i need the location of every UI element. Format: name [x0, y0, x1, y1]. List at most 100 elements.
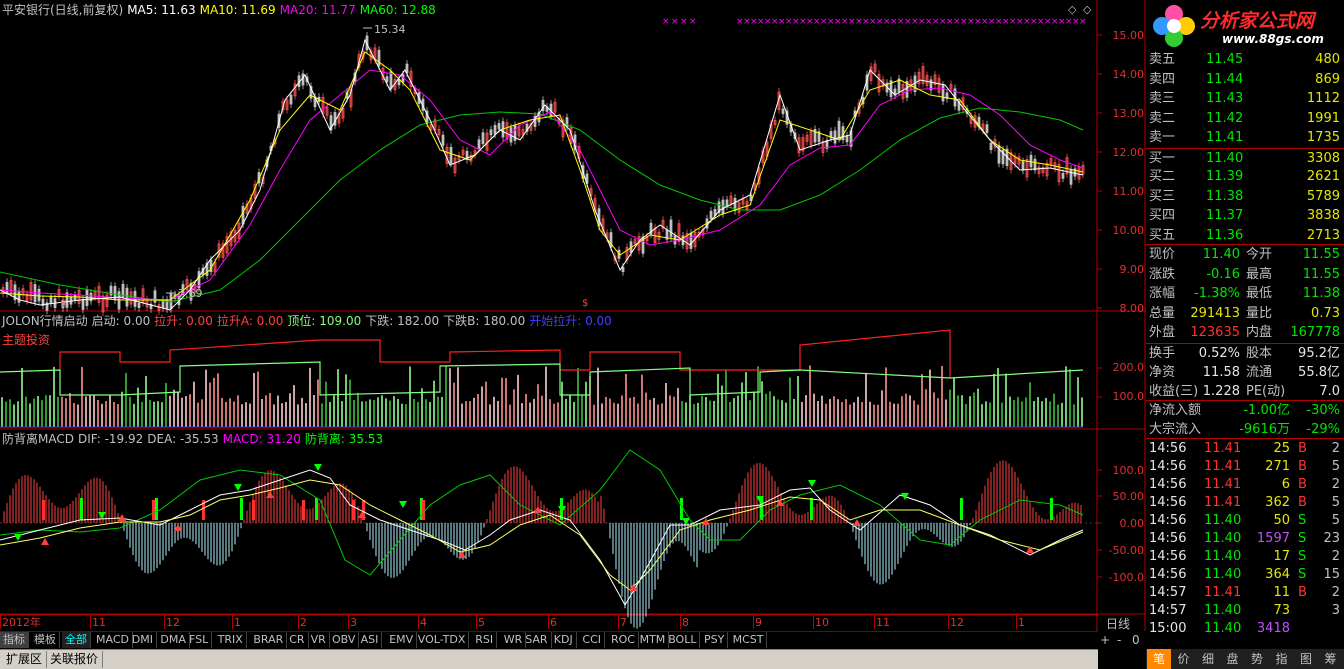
tab-模板[interactable]: 模板 [31, 632, 60, 648]
ind1-axis-100: 100.0 [1112, 390, 1145, 403]
right-tab-5[interactable]: 指 [1275, 652, 1288, 666]
order-book-label: 买三 [1149, 188, 1176, 204]
tab-psy[interactable]: PSY [701, 632, 729, 648]
tab-dma[interactable]: DMA [157, 632, 190, 648]
right-tab-7[interactable]: 筹 [1324, 652, 1337, 666]
signal-mark: × [771, 17, 779, 27]
price-axis-label: 9.00 [1119, 263, 1145, 276]
zoom-reset-button[interactable]: 0 [1132, 633, 1140, 647]
order-book-row[interactable]: 卖五 11.45 480 [1146, 50, 1344, 70]
order-book-row[interactable]: 卖二 11.42 1991 [1146, 109, 1344, 129]
macd-value: MACD: 31.20 [222, 432, 301, 446]
tab-指标[interactable]: 指标 [0, 632, 29, 648]
tick-row[interactable]: 14:56 11.41 362 B 5 [1146, 493, 1344, 513]
tab-brar[interactable]: BRAR [250, 632, 288, 648]
date-axis-label: 7 [620, 616, 627, 629]
tab-trix[interactable]: TRIX [215, 632, 247, 648]
tab-vr[interactable]: VR [308, 632, 330, 648]
tab-sar[interactable]: SAR [522, 632, 552, 648]
tick-row[interactable]: 14:56 11.41 271 B 5 [1146, 457, 1344, 477]
tab-wr[interactable]: WR [501, 632, 527, 648]
order-book-row[interactable]: 买二 11.39 2621 [1146, 167, 1344, 187]
dividend-marker[interactable]: $ [60, 298, 66, 309]
chart-canvas[interactable]: 15.34 7.69 $ $ × × × × × × × × × × × × × × × × × × × × × × × × ×… [0, 0, 1146, 631]
tab-dmi[interactable]: DMI [129, 632, 158, 648]
tab-roc[interactable]: ROC [608, 632, 639, 648]
logo[interactable]: 分析家公式网 www.88gs.com [1146, 0, 1344, 52]
signal-mark: × [671, 17, 679, 27]
tab-全部[interactable]: 全部 [62, 632, 91, 648]
tick-row[interactable]: 14:56 11.40 1597 S 23 [1146, 529, 1344, 549]
signal-mark: × [890, 17, 898, 27]
date-axis-label: 11 [876, 616, 890, 629]
tab-cci[interactable]: CCI [579, 632, 605, 648]
order-book-row[interactable]: 买一 11.40 3308 [1146, 147, 1344, 168]
right-tab-4[interactable]: 势 [1250, 652, 1263, 666]
right-tab-6[interactable]: 图 [1299, 652, 1312, 666]
tick-time: 14:57 [1149, 585, 1187, 600]
tab-emv[interactable]: EMV [386, 632, 418, 648]
order-book-row[interactable]: 买四 11.37 3838 [1146, 206, 1344, 226]
diamond-marker[interactable]: ◇ [1068, 3, 1077, 16]
tab-mcst[interactable]: MCST [730, 632, 768, 648]
tick-row[interactable]: 14:57 11.41 11 B 2 [1146, 583, 1344, 603]
tick-price: 11.41 [1204, 585, 1242, 600]
tab-asi[interactable]: ASI [358, 632, 383, 648]
bottom-bar: 扩展区 关联报价 [0, 649, 1098, 669]
signal-arrow-icon [458, 551, 466, 558]
dividend-marker[interactable]: $ [582, 298, 588, 309]
macd-axis-label: 0.00 [1119, 517, 1145, 530]
order-book-row[interactable]: 买五 11.36 2713 [1146, 226, 1344, 246]
signal-arrow-icon [629, 584, 637, 591]
ind1-value: 拉升: 0.00 [154, 314, 213, 328]
ind2-header: 防背离MACD DIF: -19.92 DEA: -35.53 MACD: 31.20… [2, 431, 387, 447]
price-header: 平安银行(日线,前复权) MA5: 11.63 MA10: 11.69 MA20: 1… [2, 2, 440, 18]
tick-row[interactable]: 14:56 11.40 17 S 2 [1146, 547, 1344, 567]
signal-bar [80, 498, 83, 520]
price-axis-label: 10.00 [1112, 224, 1145, 237]
tick-row[interactable]: 14:57 11.40 73 3 [1146, 601, 1344, 621]
zoom-in-button[interactable]: + [1100, 633, 1111, 647]
order-book-price: 11.41 [1206, 130, 1244, 145]
right-tab-1[interactable]: 价 [1177, 652, 1190, 666]
right-tab-3[interactable]: 盘 [1226, 652, 1239, 666]
signal-mark: × [911, 17, 919, 27]
tab-obv[interactable]: OBV [329, 632, 360, 648]
tab-kdj[interactable]: KDJ [551, 632, 577, 648]
order-book-row[interactable]: 卖四 11.44 869 [1146, 70, 1344, 90]
quote-label: 涨跌 [1149, 266, 1176, 282]
period-label[interactable]: 日线 [1106, 617, 1131, 631]
quote-value: -0.16 [1206, 266, 1240, 282]
signal-bar [362, 500, 365, 520]
order-book-row[interactable]: 买三 11.38 5789 [1146, 187, 1344, 207]
tick-row[interactable]: 14:56 11.40 364 S 15 [1146, 565, 1344, 585]
right-tab-0[interactable]: 笔 [1147, 649, 1171, 669]
ind1-title[interactable]: JOLON行情启动 [2, 314, 88, 328]
right-tab-2[interactable]: 细 [1201, 652, 1214, 666]
tab-macd[interactable]: MACD [93, 632, 133, 648]
tab-fsl[interactable]: FSL [186, 632, 213, 648]
tick-row[interactable]: 14:56 11.41 25 B 2 [1146, 439, 1344, 459]
quote-value: 11.40 [1202, 247, 1240, 262]
signal-mark: × [1016, 17, 1024, 27]
zoom-out-button[interactable]: - [1117, 633, 1122, 647]
signal-mark: × [820, 17, 828, 27]
tick-row[interactable]: 14:56 11.40 50 S 5 [1146, 511, 1344, 531]
tick-price: 11.40 [1204, 513, 1242, 528]
ind2-title[interactable]: 防背离MACD [2, 432, 74, 446]
tab-boll[interactable]: BOLL [665, 632, 701, 648]
related-quote-button[interactable]: 关联报价 [46, 651, 104, 668]
tick-row[interactable]: 15:00 11.40 3418 [1146, 619, 1344, 639]
diamond-marker[interactable]: ◇ [1083, 3, 1092, 16]
tab-cr[interactable]: CR [286, 632, 309, 648]
dea-value: DEA: -35.53 [147, 432, 219, 446]
order-book-row[interactable]: 卖三 11.43 1112 [1146, 89, 1344, 109]
tick-list[interactable]: 14:56 11.41 25 B 2 14:56 11.41 271 B 5 14:… [1146, 438, 1344, 648]
tick-row[interactable]: 14:56 11.41 6 B 2 [1146, 475, 1344, 495]
tab-rsi[interactable]: RSI [472, 632, 498, 648]
expand-area-button[interactable]: 扩展区 [2, 651, 48, 668]
tab-mtm[interactable]: MTM [637, 632, 670, 648]
tick-volume: 11 [1273, 585, 1290, 600]
tab-vol-tdx[interactable]: VOL-TDX [415, 632, 470, 648]
order-book-row[interactable]: 卖一 11.41 1735 [1146, 128, 1344, 148]
